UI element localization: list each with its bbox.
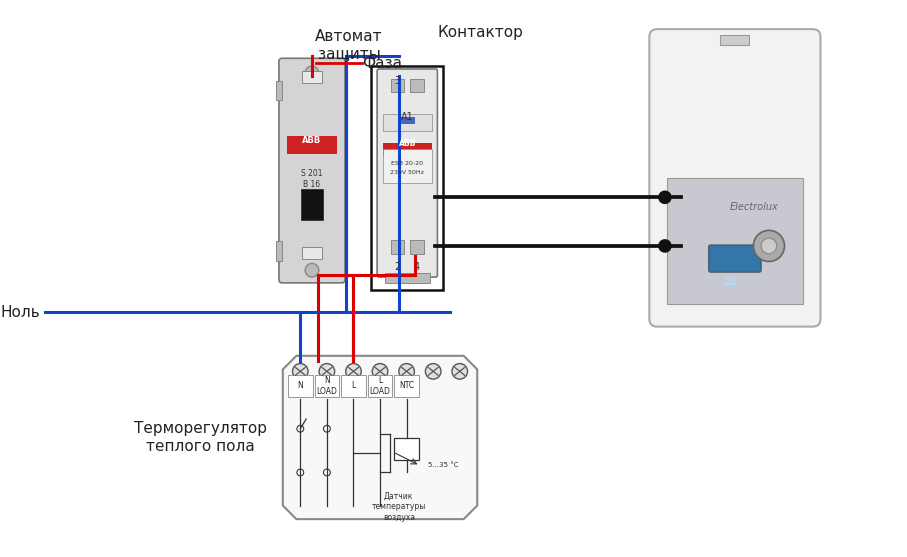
Bar <box>302 247 322 258</box>
Text: ABB: ABB <box>398 139 416 148</box>
Circle shape <box>658 239 672 253</box>
Circle shape <box>761 238 776 253</box>
Text: NTC: NTC <box>399 382 414 390</box>
FancyBboxPatch shape <box>649 29 821 326</box>
Circle shape <box>346 364 361 379</box>
Text: Фаза: Фаза <box>363 56 403 71</box>
Text: 4: 4 <box>414 262 420 272</box>
Bar <box>667 178 803 304</box>
Bar <box>720 35 749 45</box>
Text: ABB: ABB <box>302 136 322 145</box>
Bar <box>302 71 322 82</box>
Bar <box>371 66 444 290</box>
Bar <box>410 79 424 92</box>
Text: Терморегулятор
теплого пола: Терморегулятор теплого пола <box>133 421 267 453</box>
Text: ESB 20-20: ESB 20-20 <box>391 161 424 166</box>
FancyBboxPatch shape <box>708 245 761 272</box>
Text: N: N <box>297 382 303 390</box>
Circle shape <box>324 426 330 432</box>
Text: A1: A1 <box>401 113 414 123</box>
Text: L: L <box>351 382 356 390</box>
Bar <box>410 240 424 253</box>
Circle shape <box>319 364 335 379</box>
FancyBboxPatch shape <box>279 58 345 283</box>
Bar <box>287 136 337 154</box>
Bar <box>391 79 405 92</box>
Text: Electrolux: Electrolux <box>730 202 779 212</box>
Bar <box>383 114 432 131</box>
Circle shape <box>452 364 467 379</box>
Circle shape <box>305 263 318 277</box>
Bar <box>288 375 313 397</box>
Circle shape <box>293 364 308 379</box>
Bar <box>276 241 282 261</box>
Circle shape <box>372 364 388 379</box>
Bar <box>383 149 432 183</box>
Circle shape <box>297 426 304 432</box>
Text: N
LOAD: N LOAD <box>317 376 337 395</box>
Text: 3: 3 <box>395 76 401 86</box>
Text: L
LOAD: L LOAD <box>369 376 391 395</box>
Bar <box>399 116 415 124</box>
Bar <box>391 240 405 253</box>
Bar <box>383 143 432 157</box>
FancyBboxPatch shape <box>377 69 437 277</box>
Text: 5...35 °C: 5...35 °C <box>428 462 459 468</box>
Bar <box>301 189 323 219</box>
Circle shape <box>305 66 318 80</box>
Circle shape <box>425 364 441 379</box>
Text: Контактор: Контактор <box>437 25 523 40</box>
Polygon shape <box>283 356 477 519</box>
Circle shape <box>297 469 304 476</box>
Text: 22: 22 <box>722 277 737 287</box>
Bar <box>341 375 366 397</box>
Bar <box>276 81 282 100</box>
Text: S 201: S 201 <box>301 169 323 178</box>
Bar <box>394 438 419 460</box>
Text: Датчик
температуры
воздуха: Датчик температуры воздуха <box>372 492 426 522</box>
Text: Автомат
защиты: Автомат защиты <box>315 29 383 61</box>
Text: 230V 50Hz: 230V 50Hz <box>390 170 424 175</box>
Circle shape <box>658 190 672 204</box>
Circle shape <box>324 469 330 476</box>
Bar <box>315 375 339 397</box>
Text: B 16: B 16 <box>304 180 320 189</box>
Bar <box>395 375 419 397</box>
Text: Ноль: Ноль <box>1 305 41 320</box>
Circle shape <box>754 231 785 261</box>
Circle shape <box>399 364 414 379</box>
Bar <box>367 375 393 397</box>
Text: 2: 2 <box>395 262 401 272</box>
Bar <box>385 273 430 283</box>
